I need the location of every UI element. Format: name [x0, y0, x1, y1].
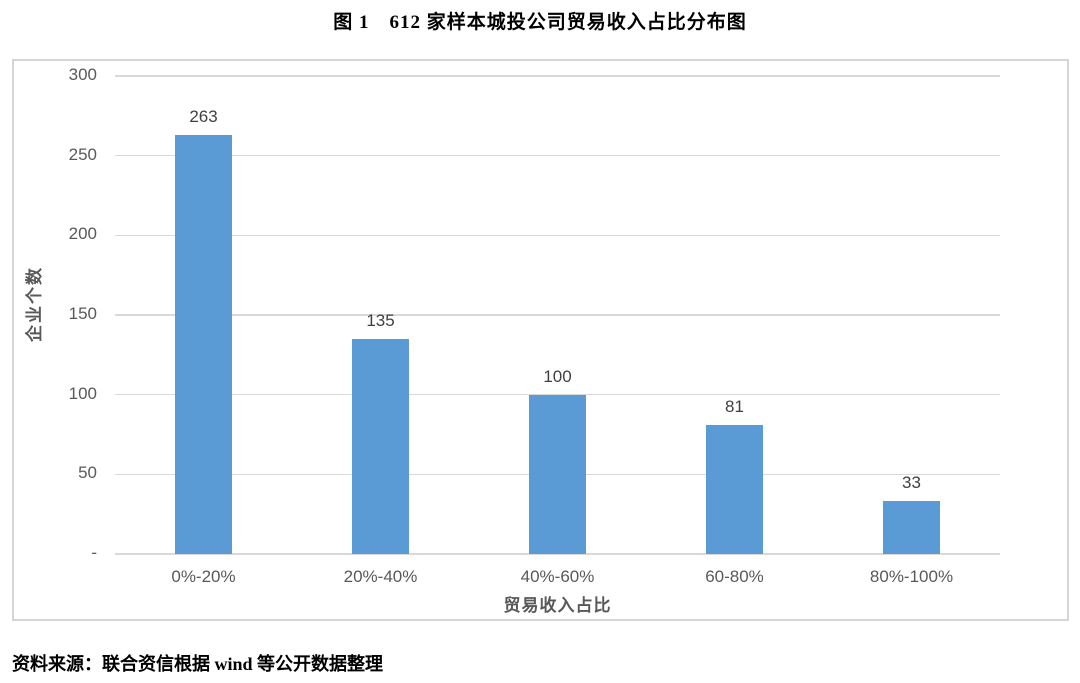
- bar-value-label: 33: [902, 473, 921, 493]
- gridline-y-300: [115, 75, 1000, 77]
- bar-value-label: 135: [366, 310, 395, 330]
- y-tick-label: 250: [68, 144, 97, 164]
- gridline-y-250: [115, 154, 1000, 157]
- x-category-label: 60-80%: [705, 567, 764, 586]
- y-tick-label: 300: [68, 65, 97, 84]
- x-category-label: 40%-60%: [520, 567, 595, 586]
- bar-chart: 企业个数 300 250 200 150 100 50-263 0%-20% 135 20%-4…: [12, 59, 1069, 621]
- y-tick-label: 50: [78, 463, 97, 483]
- bar-value-label: 263: [189, 106, 218, 126]
- gridline-y-150: [115, 314, 1000, 316]
- source-note: 资料来源：联合资信根据 wind 等公开数据整理: [12, 654, 384, 674]
- bar-0%-20%: [175, 134, 232, 554]
- y-tick-label: 100: [68, 383, 97, 403]
- y-tick-label: -: [91, 543, 97, 562]
- gridline-y-200: [115, 234, 1000, 237]
- x-category-label: 20%-40%: [343, 567, 418, 586]
- bar-20%-40%: [352, 338, 409, 554]
- x-category-label: 0%-20%: [171, 567, 236, 586]
- gridline-y-0: [115, 553, 1000, 555]
- bar-value-label: 100: [543, 366, 572, 386]
- bar-value-label: 81: [725, 396, 744, 416]
- chart-title: 图 1 612 家样本城投公司贸易收入占比分布图: [333, 12, 747, 33]
- bar-40%-60%: [529, 394, 586, 554]
- bar-80%-100%: [883, 501, 940, 554]
- bar-60-80%: [706, 424, 763, 554]
- x-axis-title: 贸易收入占比: [503, 596, 612, 615]
- x-category-label: 80%-100%: [869, 567, 954, 586]
- y-tick-label: 150: [68, 304, 97, 323]
- y-tick-label: 200: [68, 224, 97, 244]
